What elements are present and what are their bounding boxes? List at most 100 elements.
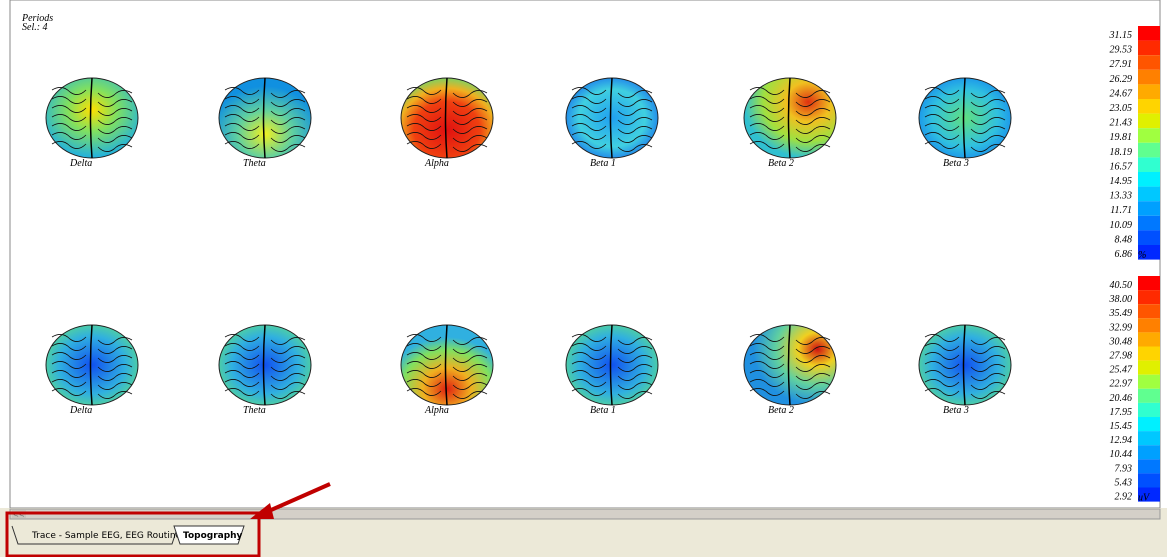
brain-map — [743, 324, 837, 406]
brain-sulci — [406, 87, 488, 152]
scale-label: 35.49 — [1109, 308, 1133, 319]
annotation-arrowhead — [250, 503, 274, 519]
band-label: Beta 3 — [943, 158, 969, 169]
brain-sulci — [571, 87, 653, 152]
brain-sulci — [924, 334, 1006, 399]
scale-swatch — [1138, 69, 1160, 85]
scale-swatch — [1138, 157, 1160, 172]
scale-label: 14.95 — [1110, 176, 1133, 187]
scale-swatch — [1138, 332, 1160, 347]
brain-surface — [45, 77, 139, 159]
brain-map — [743, 77, 837, 159]
scale-label: 7.93 — [1115, 463, 1133, 474]
scale-swatch — [1138, 84, 1160, 99]
brain-map — [45, 324, 139, 406]
scale-swatch — [1138, 318, 1160, 333]
scale-swatch — [1138, 142, 1160, 158]
brain-midline — [962, 324, 966, 406]
brain-surface — [565, 324, 659, 406]
brain-sulci — [406, 334, 488, 399]
brain-midline — [787, 324, 791, 406]
scale-label: 38.00 — [1109, 294, 1133, 305]
scale-swatch — [1138, 445, 1160, 460]
brain-surface — [400, 77, 494, 159]
brain-surface — [918, 324, 1012, 406]
scale-swatch — [1138, 172, 1160, 187]
scale-swatch — [1138, 245, 1160, 260]
scale-swatch — [1138, 186, 1160, 202]
brain-surface — [743, 324, 837, 406]
brain-map — [918, 77, 1012, 159]
scale-label: 19.81 — [1110, 132, 1133, 143]
scale-swatch — [1138, 40, 1160, 56]
scale-swatch — [1138, 388, 1160, 403]
topography-tab-label[interactable]: Topography — [183, 531, 243, 541]
trace-tab[interactable] — [11, 525, 179, 545]
brain-map — [400, 77, 494, 159]
scale-swatch — [1138, 26, 1160, 41]
scale-swatch — [1138, 55, 1160, 70]
scroll-left-label: << — [13, 511, 25, 519]
brain-surface — [400, 324, 494, 406]
band-label: Alpha — [424, 405, 449, 416]
scale-swatch — [1138, 360, 1160, 375]
brain-midline — [262, 77, 266, 159]
brain-surface — [45, 324, 139, 406]
scale-label: 18.19 — [1110, 147, 1133, 158]
topography-panel — [9, 0, 1161, 509]
band-label: Beta 3 — [943, 405, 969, 416]
scale-unit: uV — [1138, 493, 1151, 504]
scale-label: 10.09 — [1110, 220, 1133, 231]
brain-sulci — [749, 334, 831, 399]
brain-midline — [609, 324, 613, 406]
brain-midline — [444, 77, 448, 159]
scale-swatch — [1138, 374, 1160, 389]
brain-midline — [444, 324, 448, 406]
scale-swatch — [1138, 487, 1160, 502]
brain-sulci — [51, 87, 133, 152]
scale-label: 5.43 — [1115, 477, 1133, 488]
scale-swatch — [1138, 431, 1160, 446]
scale-label: 20.46 — [1110, 393, 1133, 404]
band-label: Beta 1 — [590, 405, 616, 416]
brain-midline — [962, 77, 966, 159]
brain-midline — [787, 77, 791, 159]
scale-label: 29.53 — [1110, 45, 1133, 56]
brain-sulci — [924, 87, 1006, 152]
scale-label: 22.97 — [1110, 379, 1134, 390]
brain-sulci — [749, 87, 831, 152]
brain-map — [218, 324, 312, 406]
periods-title: Periods — [21, 13, 53, 24]
scale-label: 23.05 — [1110, 103, 1133, 114]
brain-surface — [218, 324, 312, 406]
topography-tab[interactable] — [173, 525, 245, 545]
scale-swatch — [1138, 402, 1160, 417]
brain-map — [45, 77, 139, 159]
brain-sulci — [51, 334, 133, 399]
band-label: Beta 2 — [768, 158, 794, 169]
scale-label: 26.29 — [1110, 74, 1133, 85]
scale-label: 17.95 — [1110, 407, 1133, 418]
brain-map — [565, 324, 659, 406]
brain-sulci — [224, 87, 306, 152]
brain-surface — [218, 77, 312, 159]
scale-swatch — [1138, 201, 1160, 216]
scale-label: 27.98 — [1110, 351, 1133, 362]
scale-swatch — [1138, 113, 1160, 129]
scale-swatch — [1138, 215, 1160, 231]
band-label: Theta — [243, 405, 266, 416]
scale-swatch — [1138, 276, 1160, 291]
scale-label: 32.99 — [1109, 322, 1133, 333]
scale-label: 10.44 — [1110, 449, 1133, 460]
scale-swatch — [1138, 290, 1160, 305]
highlight-box — [5, 511, 261, 557]
scale-swatch — [1138, 346, 1160, 361]
brain-midline — [609, 77, 613, 159]
scale-label: 16.57 — [1110, 161, 1134, 172]
trace-tab-label[interactable]: Trace - Sample EEG, EEG Routine — [31, 531, 182, 541]
scale-label: 40.50 — [1110, 280, 1133, 291]
brain-surface — [918, 77, 1012, 159]
scale-swatch — [1138, 304, 1160, 319]
